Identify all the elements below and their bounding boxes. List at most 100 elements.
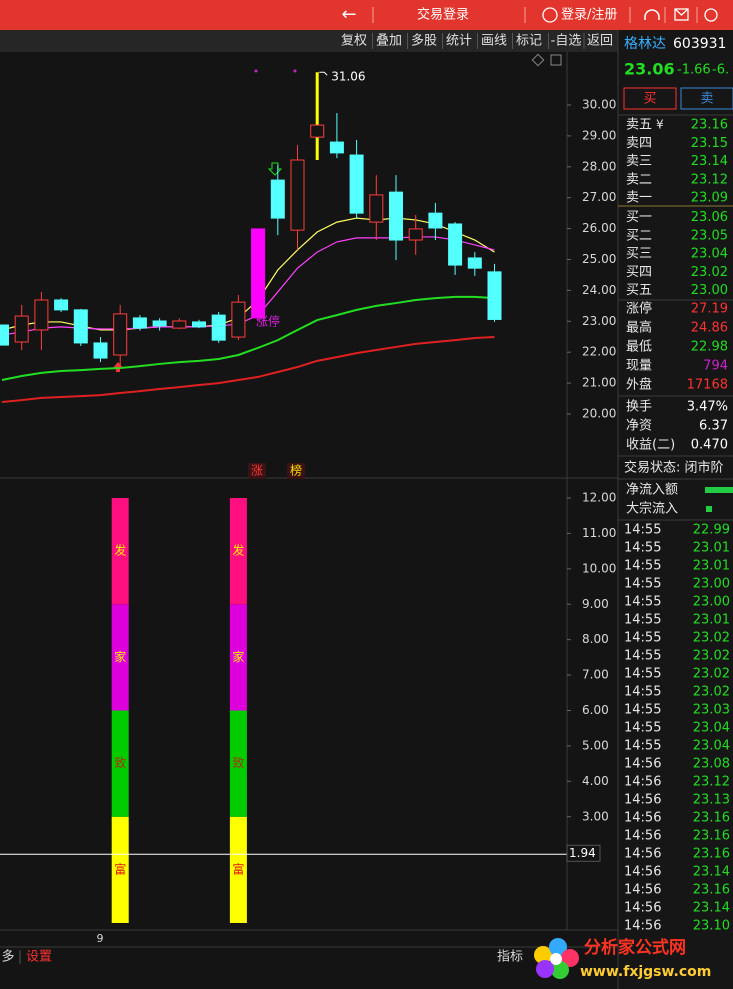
user-icon[interactable] xyxy=(542,7,558,23)
toolbar-button[interactable]: 叠加 xyxy=(376,34,402,49)
watermark-url: www.fxjgsw.com xyxy=(580,964,711,980)
y-tick-label: 22.00 xyxy=(582,345,616,359)
toolbar-button[interactable]: 复权 xyxy=(341,33,367,49)
settings-button[interactable]: 设置 xyxy=(26,950,52,965)
top-bar xyxy=(0,0,733,30)
max-label: 31.06 xyxy=(331,70,365,84)
book-label: 卖二 xyxy=(626,172,652,187)
panel-icon[interactable] xyxy=(550,54,562,66)
book-price: 23.02 xyxy=(691,265,728,280)
stat-label: 现量 xyxy=(626,359,652,374)
book-price: 23.09 xyxy=(691,191,728,206)
mail-icon[interactable] xyxy=(674,8,689,21)
book-price: 23.15 xyxy=(691,136,728,151)
trade-time: 14:56 xyxy=(624,829,661,844)
toolbar-button[interactable]: 画线 xyxy=(481,34,507,49)
book-price: 23.14 xyxy=(691,154,728,169)
candle-body xyxy=(270,179,285,219)
candle-body xyxy=(448,223,463,266)
y-tick-label: 3.00 xyxy=(582,809,609,823)
candle-body xyxy=(132,317,147,329)
y-tick-label: 10.00 xyxy=(582,561,616,575)
book-label: 买二 xyxy=(626,228,652,243)
stat-label: 涨停 xyxy=(626,301,652,317)
trade-time: 14:55 xyxy=(624,577,661,592)
buy-button[interactable] xyxy=(623,87,677,110)
y-tick-label: 4.00 xyxy=(582,774,609,788)
bar-label: 富 xyxy=(232,861,244,876)
more-button[interactable]: 多 xyxy=(1,949,14,965)
y-tick-label: 12.00 xyxy=(582,491,616,505)
stat-value: 27.19 xyxy=(691,302,728,317)
candle-body xyxy=(251,228,266,319)
stacked-bar xyxy=(111,816,129,923)
book-label: 卖五 xyxy=(626,118,652,133)
trade-time: 14:55 xyxy=(624,667,661,682)
stat-label: 外盘 xyxy=(626,377,652,393)
trade-login[interactable]: 交易登录 xyxy=(417,7,469,23)
stat-label: 换手 xyxy=(626,400,652,415)
x-tick-label: 9 xyxy=(97,932,104,945)
buy-label[interactable]: 买 xyxy=(643,92,656,107)
candle-body xyxy=(172,320,187,329)
sell-label[interactable]: 卖 xyxy=(700,92,713,107)
trade-time: 14:55 xyxy=(624,595,661,610)
trade-price: 23.16 xyxy=(693,883,730,898)
toolbar-button[interactable]: 返回 xyxy=(587,34,613,49)
trade-price: 23.00 xyxy=(693,595,730,610)
flow-label: 大宗流入 xyxy=(626,501,678,517)
book-price: 23.04 xyxy=(691,247,728,262)
trade-price: 23.02 xyxy=(693,649,730,664)
toggle-icon[interactable] xyxy=(531,53,545,67)
sell-arrow xyxy=(267,162,283,176)
toolbar-button[interactable]: 统计 xyxy=(446,34,472,49)
trade-price: 23.14 xyxy=(693,901,730,916)
stat-value: 24.86 xyxy=(691,321,728,336)
tag: 榜 xyxy=(290,463,302,478)
y-tick-label: 11.00 xyxy=(582,526,616,540)
candle-body xyxy=(113,313,128,356)
service-icon[interactable] xyxy=(644,9,660,20)
watermark-name: 分析家公式网 xyxy=(584,937,686,958)
candle-body xyxy=(369,194,384,223)
right-panel xyxy=(618,30,733,989)
y-tick-label: 8.00 xyxy=(582,632,609,646)
candle-body xyxy=(290,159,305,231)
candle-body xyxy=(467,257,482,269)
trade-price: 23.04 xyxy=(693,739,730,754)
candle-body xyxy=(487,271,502,320)
stacked-bar xyxy=(229,604,247,711)
candle-body xyxy=(310,124,325,138)
tag-box xyxy=(287,463,305,479)
trade-time: 14:56 xyxy=(624,865,661,880)
login-register[interactable]: 登录/注册 xyxy=(561,8,617,23)
moving-average xyxy=(1,336,495,403)
trade-time: 14:55 xyxy=(624,703,661,718)
stock-code: 603931 xyxy=(673,36,726,52)
trade-time: 14:56 xyxy=(624,757,661,772)
trade-status: 交易状态: 闭市阶 xyxy=(624,460,724,476)
indicator-button[interactable]: 指标 xyxy=(497,950,523,965)
bar-label: 富 xyxy=(114,861,126,876)
trade-price: 23.13 xyxy=(693,793,730,808)
trade-time: 14:55 xyxy=(624,721,661,736)
y-tick-label: 29.00 xyxy=(582,128,616,142)
toolbar-button[interactable]: -自选 xyxy=(551,34,582,49)
bar-label: 发 xyxy=(114,543,126,558)
trade-time: 14:55 xyxy=(624,685,661,700)
trade-price: 23.02 xyxy=(693,667,730,682)
toolbar-button[interactable]: 标记 xyxy=(516,34,542,49)
current-label: 1.94 xyxy=(569,846,596,860)
toolbar-button[interactable]: 多股 xyxy=(411,33,437,49)
sell-button[interactable] xyxy=(680,87,733,110)
signal-dot xyxy=(293,69,297,73)
frame xyxy=(0,30,619,989)
back-button[interactable]: ← xyxy=(341,4,356,25)
stat-label: 最高 xyxy=(626,320,652,336)
power-icon[interactable] xyxy=(704,8,718,22)
book-label: 买一 xyxy=(626,210,652,225)
y-tick-label: 23.00 xyxy=(582,314,616,328)
tag: 涨 xyxy=(251,463,263,478)
y-tick-label: 25.00 xyxy=(582,252,616,266)
book-price: 23.05 xyxy=(691,228,728,243)
